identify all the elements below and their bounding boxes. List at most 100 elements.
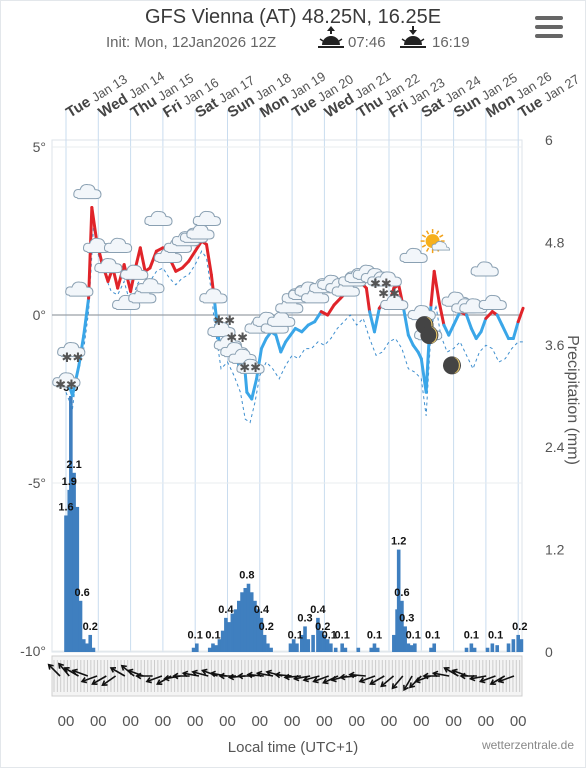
bottom-hour-label: 00: [58, 713, 75, 730]
temperature-segment: [479, 316, 488, 334]
precip-bar: [72, 472, 76, 652]
cloud-shape: [192, 210, 222, 227]
bottom-hour-label: 00: [284, 713, 301, 730]
wind-arrowhead: [201, 668, 208, 675]
precip-label: 0.1: [367, 629, 382, 641]
precip-bar: [253, 600, 257, 652]
cloud-shape: [65, 281, 94, 297]
wind-arrowhead: [237, 672, 244, 680]
bottom-hour-label: 00: [445, 713, 462, 730]
wind-arrow: [128, 669, 144, 677]
wind-arrowhead: [408, 682, 416, 689]
snow-icon: ✱✱: [62, 351, 84, 366]
sun-cloud: [431, 241, 451, 251]
wind-arrowhead: [403, 684, 409, 692]
temperature-segment: [205, 242, 213, 277]
precip-label: 1.6: [58, 501, 73, 513]
wind-arrowhead: [120, 664, 127, 671]
wind-arrowhead: [47, 663, 54, 670]
bottom-hour-label: 00: [381, 713, 398, 730]
precip-label: 0.2: [315, 621, 330, 633]
temperature-segment: [90, 205, 99, 243]
precip-bar: [217, 639, 222, 652]
wind-arrowhead: [91, 679, 98, 686]
precip-bar: [322, 634, 327, 652]
wind-arrow: [480, 675, 496, 683]
snow-icon: ✱✱: [378, 287, 400, 302]
precip-bar: [329, 643, 333, 652]
precip-bar: [224, 617, 228, 652]
temperature-segment: [516, 306, 525, 324]
wind-arrowhead: [181, 670, 189, 678]
precip-bar: [291, 639, 296, 652]
cloud-icon: [120, 264, 149, 280]
sun-ray: [425, 247, 430, 252]
temperature-segment: [259, 337, 268, 351]
wind-arrowhead: [126, 668, 134, 675]
precip-bar: [400, 600, 404, 652]
precip-bar: [316, 617, 320, 652]
cloud-shape: [144, 210, 173, 227]
precip-bar: [195, 643, 199, 652]
sun-ray: [435, 230, 440, 235]
precip-bar: [69, 396, 73, 652]
precip-bar: [262, 634, 267, 652]
wind-arrow: [192, 671, 209, 677]
right-tick-label: 3.6: [545, 337, 565, 353]
snow-icon: ✱✱: [213, 314, 235, 329]
cloud-icon: [478, 294, 507, 311]
wind-arrow: [349, 673, 366, 677]
precip-bar: [325, 639, 330, 652]
wind-arrowhead: [312, 677, 319, 684]
wind-arrowhead: [358, 677, 366, 684]
cloud-shape: [470, 261, 499, 277]
cloud-icon: [407, 305, 436, 321]
wind-arrow: [257, 672, 274, 677]
wind-arrow: [110, 667, 126, 677]
cloud-shape: [103, 237, 133, 253]
temperature-segment: [500, 323, 511, 341]
bottom-hour-label: 00: [251, 713, 268, 730]
temperature-segment: [432, 269, 441, 304]
cloud-shape: [373, 271, 402, 287]
cloud-shape: [136, 278, 165, 294]
precip-bar: [495, 645, 500, 652]
cloud-shape: [199, 288, 228, 304]
moon-crescent: [431, 327, 438, 344]
cloud-icon: [192, 210, 222, 227]
wind-arrowhead: [227, 673, 235, 681]
cloud-icon: [199, 288, 228, 304]
wind-arrow: [72, 669, 89, 677]
bottom-hour-label: 00: [122, 713, 139, 730]
precip-label: 2.1: [66, 459, 81, 471]
precip-bar: [369, 647, 374, 652]
sunset-icon: [400, 26, 426, 48]
precip-bar: [306, 639, 311, 652]
wind-arrowhead: [414, 677, 421, 684]
x-axis-label: Local time (UTC+1): [227, 739, 359, 756]
dewpoint-line: [65, 227, 524, 424]
precip-bar: [256, 609, 260, 652]
precip-bar: [220, 630, 225, 652]
precip-label: 0.3: [399, 612, 414, 624]
precip-bar: [392, 634, 396, 652]
precip-label: 0.2: [83, 621, 98, 633]
cloud-shape: [120, 264, 149, 280]
precip-bar: [464, 647, 469, 652]
precip-bar: [214, 645, 218, 652]
precip-bar: [233, 609, 238, 652]
sunrise-time: 07:46: [348, 34, 386, 51]
cloud-icon: [52, 372, 81, 388]
menu-icon[interactable]: [535, 16, 563, 38]
page-title: GFS Vienna (AT) 48.25N, 16.25E: [144, 6, 442, 28]
cloud-shape: [399, 247, 428, 264]
cloud-shape: [73, 184, 102, 200]
wind-arrow: [391, 675, 404, 689]
sunrise-icon: [318, 26, 344, 48]
right-tick-label: 6: [545, 132, 553, 148]
wind-arrow: [498, 675, 515, 683]
wind-arrowhead: [80, 677, 88, 684]
credit-link[interactable]: wetterzentrale.de: [481, 738, 574, 752]
cloud-icon: [57, 341, 86, 358]
cloud-shape: [380, 294, 409, 311]
